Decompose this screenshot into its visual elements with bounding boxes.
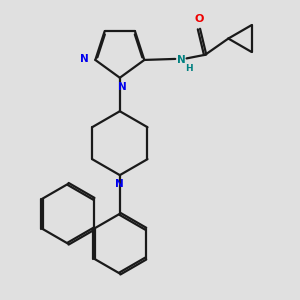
Text: N: N <box>80 54 89 64</box>
Text: O: O <box>194 14 204 24</box>
Text: N: N <box>118 82 127 92</box>
Text: H: H <box>185 64 193 73</box>
Text: N: N <box>116 179 124 189</box>
Text: N: N <box>177 55 186 65</box>
